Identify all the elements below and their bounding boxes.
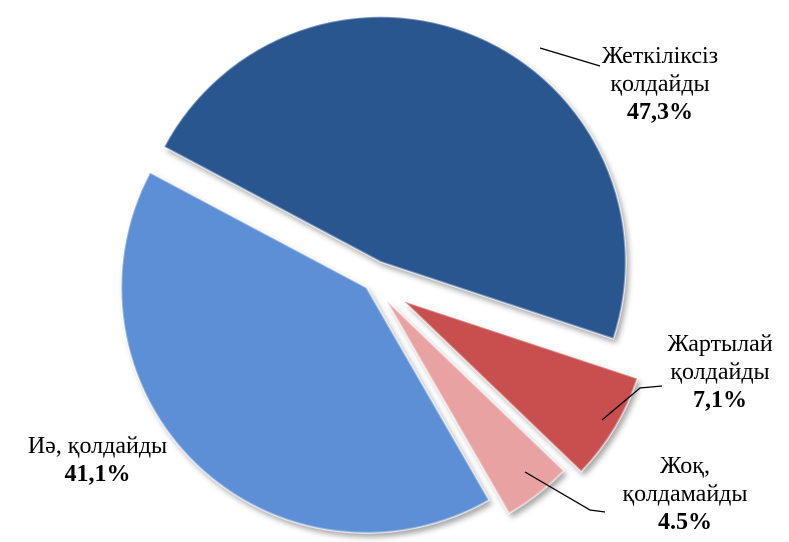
slice-label: Жартылай қолдайды 7,1% xyxy=(650,330,789,414)
category-label: Жартылай қолдайды xyxy=(667,331,773,385)
category-label: Жеткіліксіз қолдайды xyxy=(601,43,719,97)
category-label: Жоқ, қолдамайды xyxy=(622,453,748,507)
pie-slice xyxy=(385,300,565,515)
value-label: 47,3% xyxy=(627,99,693,125)
pie-slice xyxy=(403,300,639,473)
value-label: 4.5% xyxy=(658,509,712,535)
slice-label: Жоқ, қолдамайды 4.5% xyxy=(600,452,770,536)
pie-slice xyxy=(120,171,491,534)
value-label: 7,1% xyxy=(693,387,747,413)
leader-line xyxy=(539,47,601,67)
category-label: Иә, қолдайды xyxy=(27,433,168,459)
value-label: 41,1% xyxy=(64,461,131,487)
slice-label: Жеткіліксіз қолдайды 47,3% xyxy=(580,42,740,126)
leader-line xyxy=(601,385,663,421)
slice-label: Иә, қолдайды 41,1% xyxy=(0,432,195,488)
leader-line xyxy=(524,471,606,513)
pie-slice xyxy=(162,15,627,340)
